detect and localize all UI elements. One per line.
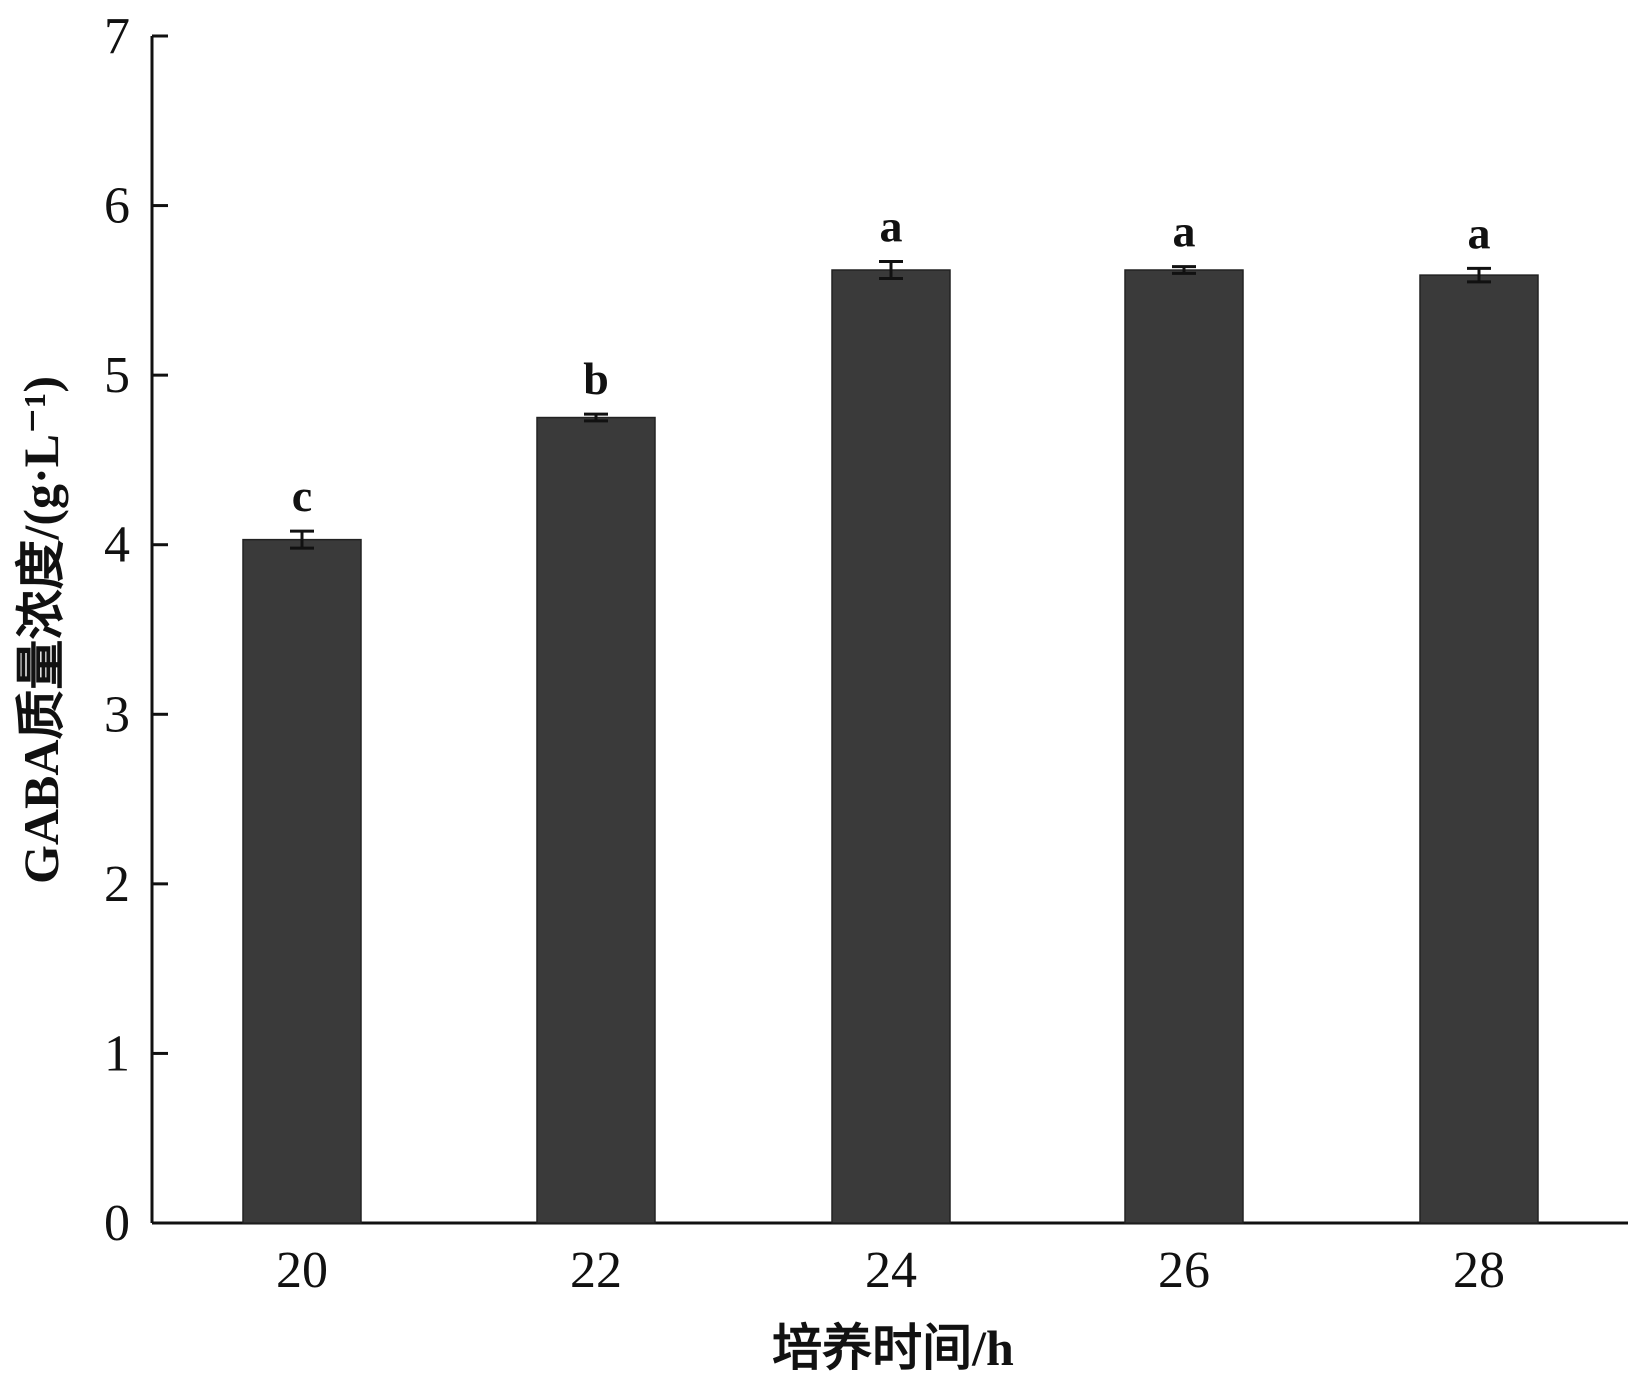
bars (242, 260, 1539, 1224)
y-tick-label: 0 (104, 1195, 130, 1252)
significance-label: c (292, 470, 312, 521)
x-tick-label: 24 (865, 1242, 917, 1299)
significance-label: a (880, 201, 903, 252)
bar (1419, 274, 1539, 1224)
y-tick-label: 2 (104, 856, 130, 913)
x-tick-label: 26 (1158, 1242, 1210, 1299)
significance-label: a (1468, 207, 1491, 258)
bar (831, 269, 951, 1224)
labels: 0 1 2 3 4 5 6 7 20 c 22 b 24 a 26 a 28 a (104, 8, 1505, 1299)
bar (242, 538, 362, 1224)
y-tick-label: 4 (104, 517, 130, 574)
x-axis-title: 培养时间/h (772, 1320, 1014, 1376)
significance-label: a (1173, 206, 1196, 257)
significance-label: b (583, 353, 609, 404)
y-axis-title: GABA质量浓度/(g·L⁻¹) (13, 376, 69, 884)
bar (1124, 269, 1244, 1224)
y-tick-label: 6 (104, 178, 130, 235)
y-tick-label: 7 (104, 8, 130, 65)
y-tick-label: 5 (104, 347, 130, 404)
x-tick-label: 22 (570, 1242, 622, 1299)
bar (536, 416, 656, 1224)
x-tick-label: 28 (1453, 1242, 1505, 1299)
x-tick-label: 20 (276, 1242, 328, 1299)
y-tick-label: 1 (104, 1025, 130, 1082)
y-tick-label: 3 (104, 686, 130, 743)
